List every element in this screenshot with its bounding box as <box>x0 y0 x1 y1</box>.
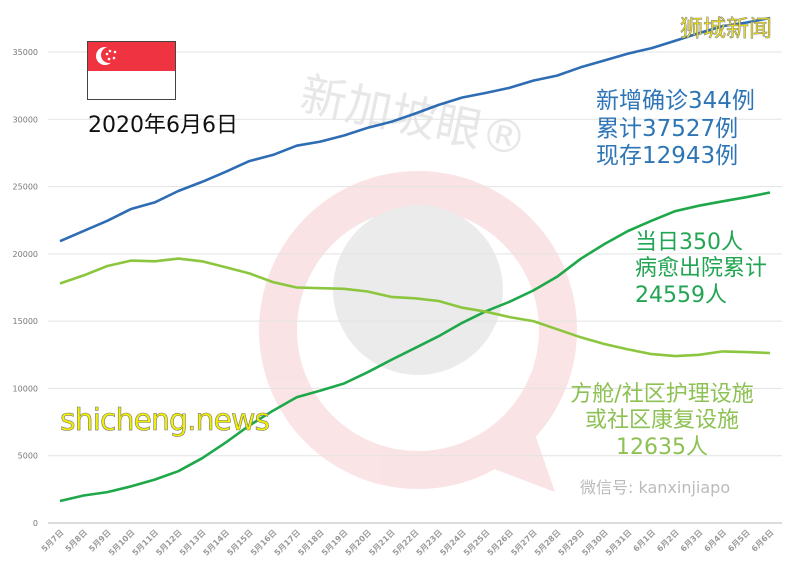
y-tick-label: 0 <box>33 519 38 528</box>
discharged-label-text: 病愈出院累计 <box>635 256 768 282</box>
watermark-wechat: 微信号: kanxinjiapo <box>580 478 731 497</box>
discharged-total-text: 24559人 <box>635 282 727 308</box>
x-tick-label: 5月31日 <box>604 528 633 557</box>
y-tick-label: 20000 <box>13 250 38 259</box>
confirmed-annotation: 新增确诊344例 累计37527例 现存12943例 <box>596 88 755 171</box>
y-tick-label: 15000 <box>13 317 38 326</box>
active-cases-text: 现存12943例 <box>596 143 739 170</box>
community-facility-annotation: 方舱/社区护理设施 或社区康复设施 12635人 <box>548 382 776 461</box>
watermark-logo: 新加坡眼® <box>259 67 577 492</box>
community-count: 12635人 <box>616 434 708 460</box>
discharged-line <box>59 191 771 503</box>
total-cases-text: 累计37527例 <box>596 115 739 142</box>
community-facility-line <box>59 257 771 358</box>
discharged-today-text: 当日350人 <box>635 230 743 255</box>
confirmed-cases-line <box>59 16 771 243</box>
x-tick-label: 5月8日 <box>64 528 90 554</box>
y-tick-label: 25000 <box>13 183 38 192</box>
community-line1: 方舱/社区护理设施 <box>570 382 754 407</box>
y-tick-label: 30000 <box>13 115 38 124</box>
x-tick-label: 6月3日 <box>679 528 705 554</box>
y-tick-label: 5000 <box>18 452 38 461</box>
discharged-annotation: 当日350人 病愈出院累计 24559人 <box>635 230 767 309</box>
new-cases-text: 新增确诊344例 <box>596 88 755 114</box>
community-line2: 或社区康复设施 <box>584 408 739 434</box>
watermark-top-right: 狮城新闻 <box>680 16 773 43</box>
x-tick-label: 6月1日 <box>632 528 658 554</box>
watermark-site: shicheng.news <box>60 403 271 439</box>
date-label: 2020年6月6日 <box>88 113 238 138</box>
y-tick-label: 10000 <box>13 384 38 393</box>
y-tick-label: 35000 <box>13 48 38 57</box>
x-tick-label: 6月5日 <box>726 528 752 554</box>
x-tick-label: 5月7日 <box>40 528 66 554</box>
x-tick-label: 6月2日 <box>655 528 681 554</box>
watermark-center-text: 新加坡眼® <box>296 67 532 168</box>
x-tick-label: 6月4日 <box>703 528 729 554</box>
singapore-flag <box>87 41 176 100</box>
x-tick-label: 6月6日 <box>750 528 776 554</box>
